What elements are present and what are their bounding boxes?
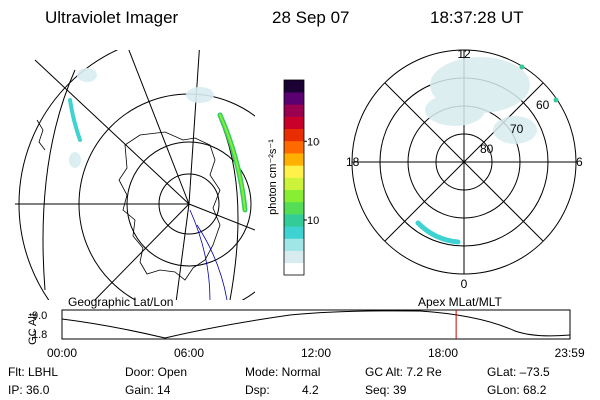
altitude-xtick-label: 18:00 (428, 346, 458, 360)
colorbar-tick-label: 100 (307, 136, 320, 148)
altitude-frame (61, 309, 571, 340)
status-flt: Flt: LBHL (8, 365, 59, 379)
altitude-ytick-high: 9.0 (32, 310, 47, 322)
colorbar-segment (284, 177, 304, 190)
colorbar-segment (284, 128, 304, 142)
status-dsp-label: Dsp: (245, 383, 270, 397)
mlat-label-60: 60 (536, 98, 550, 112)
colorbar-unit-label: photon cm⁻²s⁻¹ (267, 139, 279, 215)
mlt-label-0: 0 (461, 277, 468, 291)
colorbar-segment (284, 104, 304, 117)
status-ip: IP: 36.0 (8, 383, 50, 397)
time-label: 18:37:28 UT (430, 8, 524, 27)
mlt-label-18: 18 (346, 155, 360, 169)
colorbar-segment (284, 92, 304, 105)
geographic-map (15, 50, 255, 300)
mlt-label-12: 12 (457, 47, 471, 61)
colorbar-segment (284, 80, 304, 93)
instrument-title: Ultraviolet Imager (45, 8, 179, 27)
apex-panel-label: Apex MLat/MLT (418, 295, 502, 309)
colorbar-segment (284, 153, 304, 166)
colorbar-segment (284, 262, 304, 276)
altitude-ylabel: GC Alt (27, 313, 39, 345)
colorbar-segment (284, 238, 304, 251)
aurora-arc-night (415, 220, 461, 245)
colorbar-segment (284, 201, 304, 215)
antarctica-coastline (118, 131, 221, 281)
status-mode: Mode: Normal (245, 365, 321, 379)
colorbar-segment (284, 226, 304, 239)
lat-circle-outer (78, 93, 255, 300)
geographic-panel-label: Geographic Lat/Lon (68, 295, 174, 309)
status-glat: GLat: –73.5 (487, 365, 550, 379)
colorbar: 100 10 photon cm⁻²s⁻¹ (267, 79, 320, 276)
mlat-label-70: 70 (510, 122, 524, 136)
colorbar-segment (284, 140, 304, 154)
colorbar-segment (284, 165, 304, 178)
colorbar-segment (284, 189, 304, 203)
colorbar-segment (284, 214, 304, 227)
status-door: Door: Open (125, 365, 188, 379)
lat-circle-edge (18, 50, 119, 300)
status-dsp-value: 4.2 (302, 383, 319, 397)
mlat-label-80: 80 (480, 142, 494, 156)
date-label: 28 Sep 07 (272, 8, 350, 27)
status-glon: GLon: 68.2 (487, 383, 547, 397)
altitude-xtick-label: 23:59 (555, 346, 585, 360)
aurora-oval-west (68, 98, 82, 142)
colorbar-segment (284, 116, 304, 130)
colorbar-tick-label: 10 (307, 215, 319, 227)
altitude-xtick-label: 00:00 (47, 346, 77, 360)
status-seq: Seq: 39 (365, 383, 407, 397)
mlt-label-6: 6 (576, 155, 583, 169)
altitude-curve (61, 310, 571, 339)
altitude-xtick-label: 06:00 (174, 346, 204, 360)
status-gain: Gain: 14 (125, 383, 171, 397)
altitude-ytick-low: 1.8 (32, 329, 47, 341)
status-gc-alt: GC Alt: 7.2 Re (365, 365, 442, 379)
colorbar-segment (284, 250, 304, 264)
apex-polar-plot: 12 0 18 6 60 70 80 (346, 47, 583, 291)
altitude-plot: GC Alt 9.0 1.8 00:00 06:00 12:00 18:00 23:59 (27, 309, 585, 360)
altitude-xtick-label: 12:00 (301, 346, 331, 360)
